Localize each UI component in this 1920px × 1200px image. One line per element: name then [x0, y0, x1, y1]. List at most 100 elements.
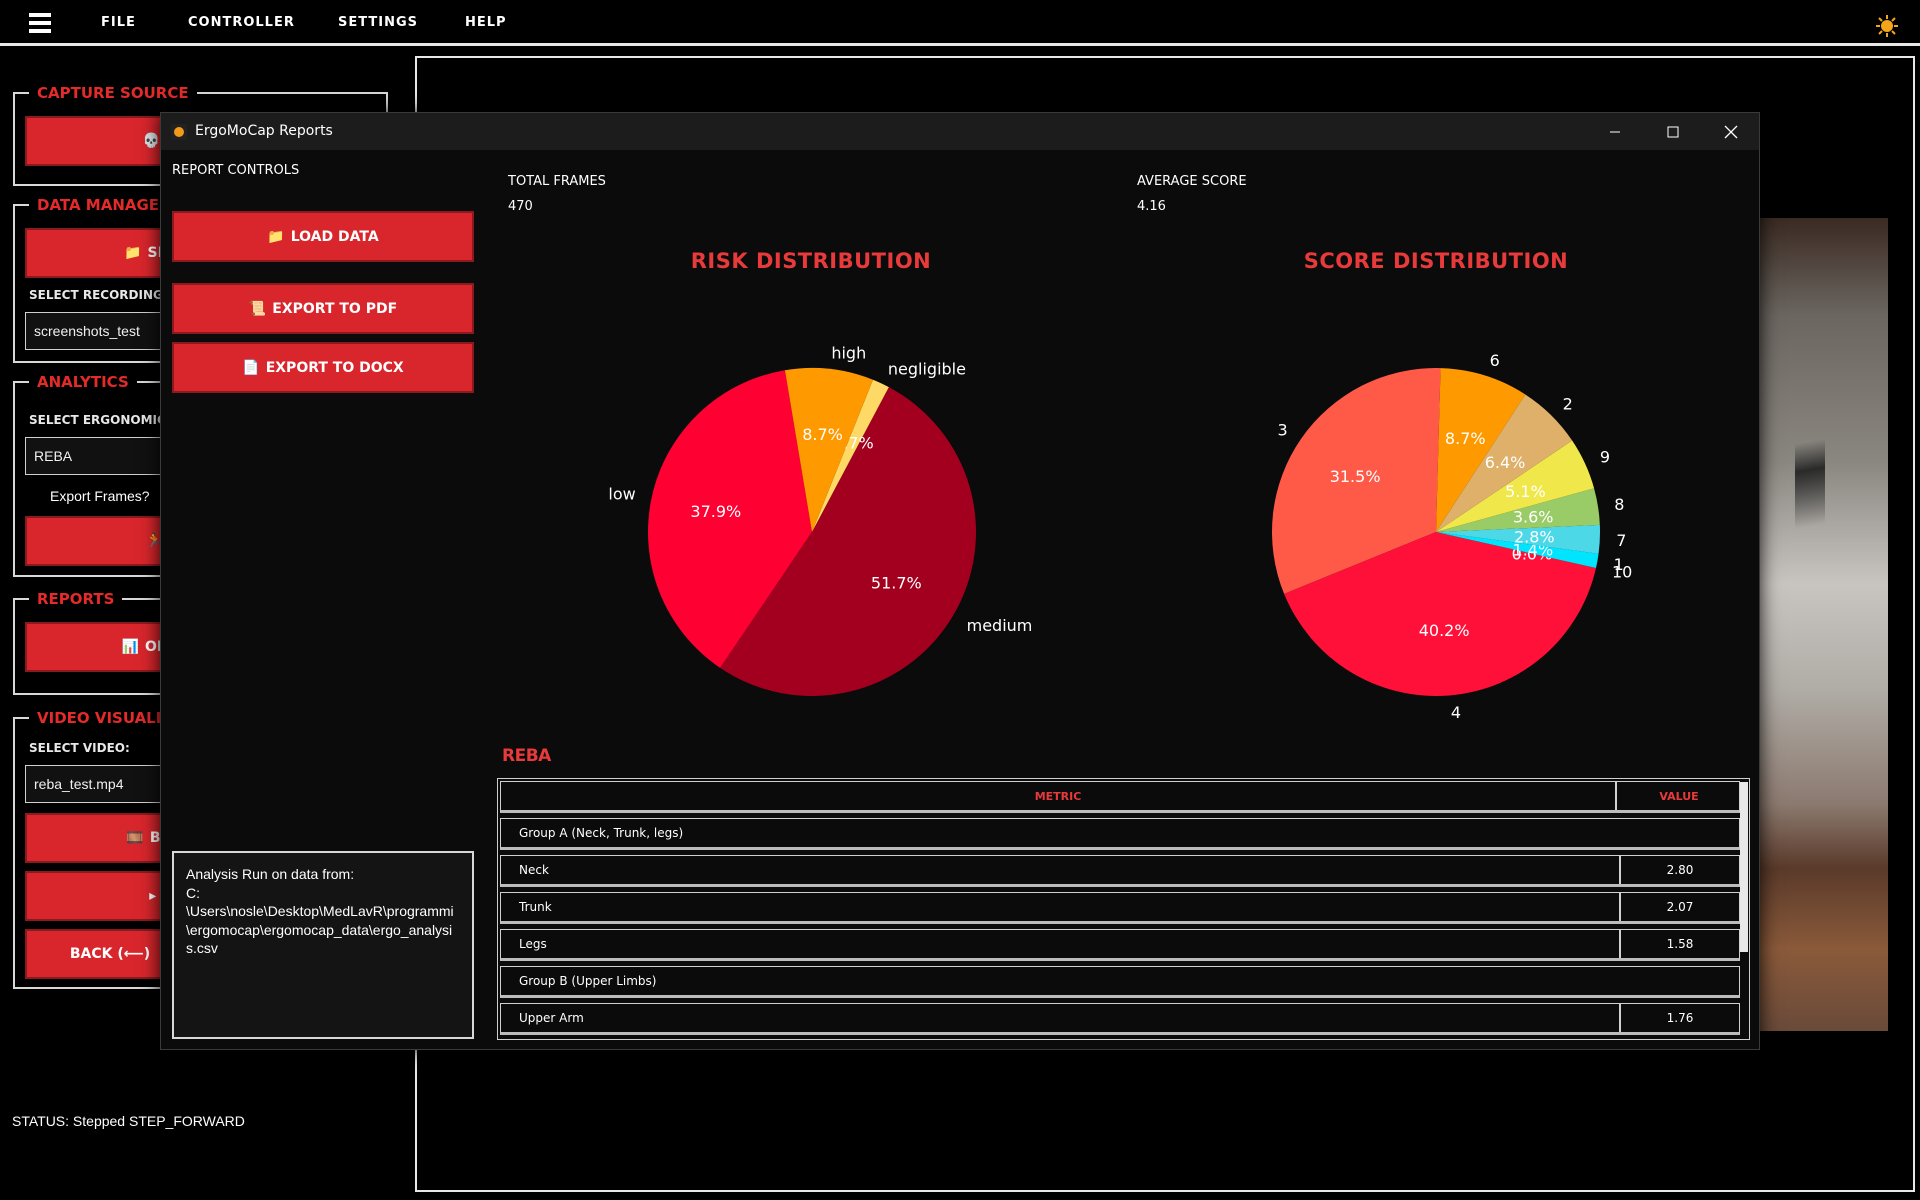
analytics-title: ANALYTICS	[29, 373, 137, 391]
chart-icon: 📊	[121, 639, 139, 655]
pie-category-label: 9	[1600, 448, 1610, 467]
metric-cell: Group B (Upper Limbs)	[519, 974, 657, 988]
table-scrollbar[interactable]	[1740, 782, 1748, 1036]
pie-category-label: high	[831, 344, 866, 363]
capture-source-title: CAPTURE SOURCE	[29, 84, 197, 102]
table-row: Legs 1.58	[500, 929, 1740, 961]
score-distribution-pie: 8.7%631.5%340.2%40.0%101.4%12.8% 73.6%85.…	[1272, 351, 1632, 722]
pie-category-label: low	[608, 485, 635, 504]
pie-percent-label: 31.5%	[1330, 467, 1381, 486]
export-docx-button[interactable]: 📄 EXPORT TO DOCX	[172, 342, 474, 393]
pie-percent-label: 40.2%	[1419, 621, 1470, 640]
score-chart-title: SCORE DISTRIBUTION	[1303, 249, 1569, 273]
table-scroll-thumb[interactable]	[1740, 782, 1748, 952]
pie-slice-medium	[720, 387, 976, 696]
total-frames-value: 470	[508, 199, 533, 214]
pie-slice-3	[1272, 368, 1441, 594]
hamburger-icon[interactable]	[29, 13, 51, 33]
pie-slice-8	[1436, 488, 1600, 532]
menu-settings[interactable]: SETTINGS	[338, 15, 419, 30]
risk-chart-title: RISK DISTRIBUTION	[690, 249, 932, 273]
pie-category-label: 6	[1490, 351, 1500, 370]
status-text: STATUS: Stepped STEP_FORWARD	[12, 1113, 245, 1129]
value-cell: 1.76	[1619, 1004, 1739, 1032]
pdf-icon: 📜	[248, 300, 267, 317]
pie-slice-high	[784, 368, 873, 532]
export-pdf-button[interactable]: 📜 EXPORT TO PDF	[172, 283, 474, 334]
pie-percent-label: 3.6%	[1513, 508, 1554, 527]
value-cell: 2.80	[1619, 856, 1739, 884]
value-column-header[interactable]: VALUE	[1659, 789, 1699, 803]
pie-percent-label: 8.7%	[802, 425, 843, 444]
select-ergonomic-label: SELECT ERGONOMIC	[29, 413, 166, 427]
pie-category-label: medium	[967, 616, 1033, 635]
pie-slice-4	[1284, 532, 1596, 696]
metric-column-header[interactable]: METRIC	[501, 782, 1617, 810]
pie-slice-negligible	[812, 379, 889, 532]
metric-cell: Group A (Neck, Trunk, legs)	[519, 826, 684, 840]
pie-category-label: 1	[1614, 555, 1624, 574]
close-icon[interactable]	[1702, 113, 1760, 150]
pie-category-label: 3	[1278, 420, 1288, 439]
sun-icon[interactable]	[1876, 15, 1898, 37]
folder-icon: 📁	[267, 228, 285, 245]
maximize-icon[interactable]	[1644, 113, 1702, 150]
video-image	[1755, 218, 1888, 1031]
pie-percent-label: 8.7%	[1445, 429, 1486, 448]
menu-file[interactable]: FILE	[101, 15, 136, 30]
pie-slice-9	[1436, 440, 1595, 532]
table-row: Group B (Upper Limbs)	[500, 966, 1740, 998]
pie-category-label: negligible	[888, 359, 966, 378]
table-row: Neck 2.80	[500, 855, 1740, 887]
metric-cell: Upper Arm	[519, 1011, 584, 1025]
table-row: Trunk 2.07	[500, 892, 1740, 924]
window-title: ErgoMoCap Reports	[195, 123, 333, 139]
app-icon	[171, 124, 187, 140]
export-frames-label: Export Frames?	[50, 488, 150, 504]
pie-percent-label: 6.4%	[1485, 453, 1526, 472]
menu-help[interactable]: HELP	[465, 15, 507, 30]
average-score-value: 4.16	[1137, 199, 1166, 214]
pie-category-label: 7	[1616, 531, 1626, 550]
metrics-table: METRIC VALUE Group A (Neck, Trunk, legs)…	[497, 778, 1750, 1040]
pie-percent-label: 5.1%	[1505, 482, 1546, 501]
table-header-row: METRIC VALUE	[500, 781, 1740, 813]
average-score-label: AVERAGE SCORE	[1137, 174, 1247, 189]
table-row: Group A (Neck, Trunk, legs)	[500, 818, 1740, 850]
select-recording-label: SELECT RECORDING	[29, 288, 163, 302]
metric-cell: Neck	[519, 863, 549, 877]
pie-slice-low	[648, 370, 812, 668]
risk-distribution-pie: 37.9%low51.7%medium1.7%negligible8.7%hig…	[608, 344, 1032, 696]
select-video-label: SELECT VIDEO:	[29, 741, 130, 755]
export-pdf-label: EXPORT TO PDF	[272, 300, 398, 317]
value-cell: 2.07	[1619, 893, 1739, 921]
pie-category-label: 10	[1612, 563, 1632, 582]
analysis-log: Analysis Run on data from: C: \Users\nos…	[172, 851, 474, 1039]
video-visualization-title: VIDEO VISUALIZ	[29, 709, 181, 727]
metric-cell: Legs	[519, 937, 547, 951]
pie-slice-2	[1436, 394, 1573, 532]
report-window: ErgoMoCap Reports REPORT CONTROLS 📁 LOAD…	[160, 112, 1760, 1050]
pie-slice-7	[1436, 524, 1600, 554]
pie-percent-label: 2.8%	[1514, 527, 1555, 546]
pie-slice-6	[1436, 368, 1526, 532]
table-row: Upper Arm 1.76	[500, 1003, 1740, 1035]
pie-percent-label: 51.7%	[871, 574, 922, 593]
value-cell: 1.58	[1619, 930, 1739, 958]
pie-category-label: 4	[1451, 703, 1461, 722]
total-frames-label: TOTAL FRAMES	[508, 174, 606, 189]
load-data-label: LOAD DATA	[290, 228, 379, 245]
load-data-button[interactable]: 📁 LOAD DATA	[172, 211, 474, 262]
report-controls-label: REPORT CONTROLS	[172, 163, 300, 178]
pie-category-label: 2	[1563, 394, 1573, 413]
minimize-icon[interactable]	[1586, 113, 1644, 150]
menu-bar: FILE CONTROLLER SETTINGS HELP	[0, 0, 1920, 46]
skull-icon: 💀	[142, 133, 161, 149]
pie-slice-1	[1436, 532, 1599, 569]
metric-cell: Trunk	[519, 900, 552, 914]
table-heading: REBA	[502, 746, 551, 766]
report-window-titlebar[interactable]: ErgoMoCap Reports	[161, 113, 1759, 150]
menu-controller[interactable]: CONTROLLER	[188, 15, 295, 30]
pie-percent-label: 37.9%	[690, 502, 741, 521]
reports-title: REPORTS	[29, 590, 123, 608]
